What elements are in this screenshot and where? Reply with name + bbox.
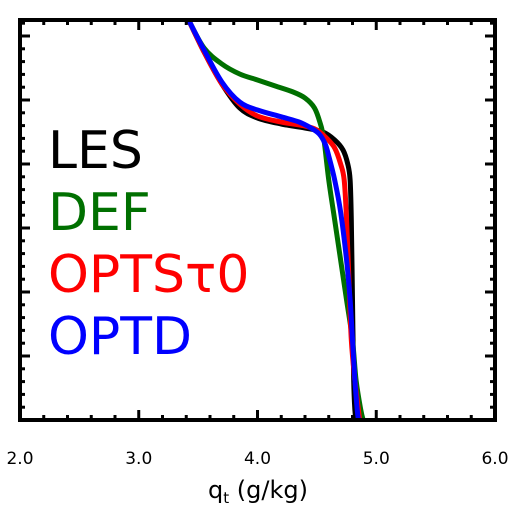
- x-tick-label: 4.0: [244, 449, 271, 469]
- x-tick-label: 5.0: [363, 449, 390, 469]
- legend-entry-1: DEF: [48, 183, 151, 243]
- legend-entry-3: OPTD: [48, 307, 192, 367]
- x-tick-label: 3.0: [125, 449, 152, 469]
- legend-entry-0: LES: [48, 121, 143, 181]
- series-line-0: [189, 20, 356, 420]
- x-axis-label: qt (g/kg): [208, 476, 308, 507]
- x-axis-label-main: q: [208, 476, 223, 504]
- series-layer: [189, 20, 364, 420]
- x-tick-label: 6.0: [481, 449, 508, 469]
- legend-entry-2: OPTSτ0: [48, 245, 249, 305]
- x-tick-label: 2.0: [6, 449, 33, 469]
- x-axis-label-units: (g/kg): [229, 476, 308, 504]
- series-line-1: [189, 20, 364, 420]
- x-tick-labels: 2.0 3.0 4.0 5.0 6.0: [6, 449, 508, 469]
